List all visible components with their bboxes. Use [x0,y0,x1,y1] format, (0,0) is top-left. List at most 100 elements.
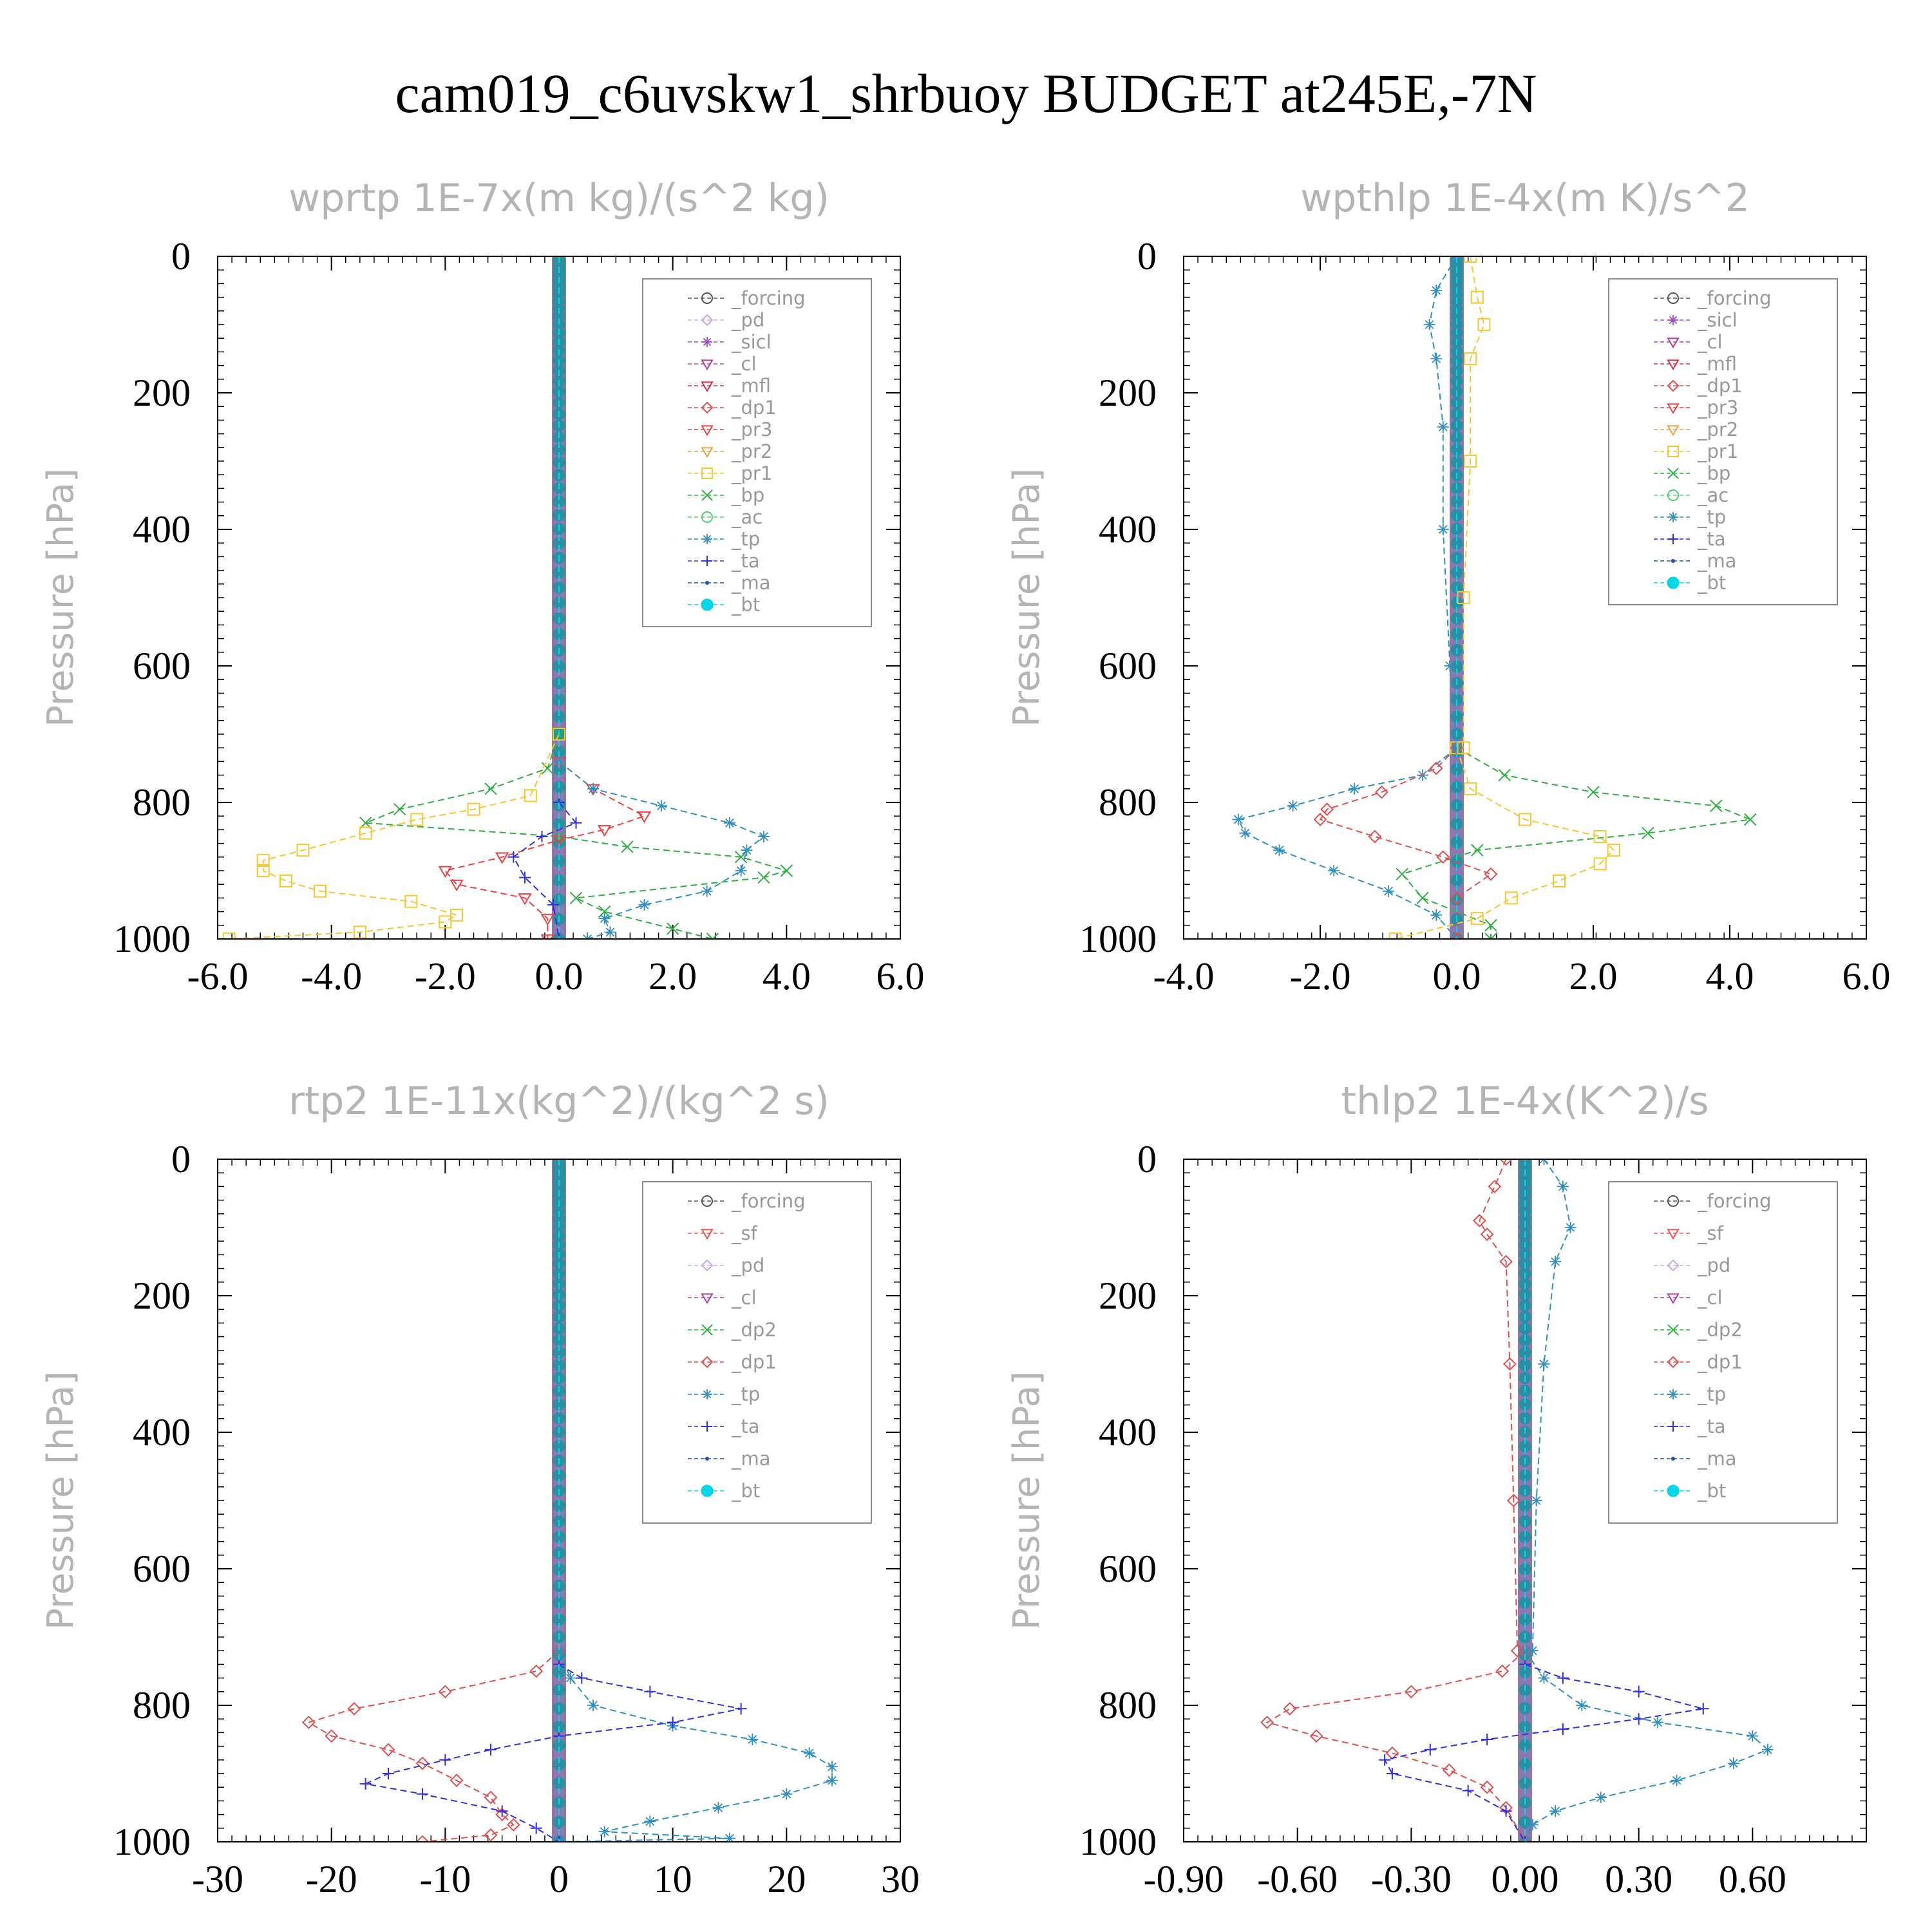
marker [1283,1701,1297,1716]
marker [1504,891,1518,905]
marker [1436,850,1450,864]
marker [1484,933,1497,939]
marker [256,854,270,867]
legend-label: _cl [1697,331,1723,353]
marker [415,1835,430,1842]
x-tick-label: 0 [549,1858,569,1900]
marker [746,1734,759,1745]
legend-label: _cl [1697,1287,1723,1309]
x-tick-label: -0.30 [1371,1858,1452,1900]
marker [1564,1222,1577,1233]
marker [705,581,709,585]
marker [296,844,310,857]
y-tick-label: 400 [133,1411,191,1454]
marker [1633,1713,1645,1725]
series-line-pr1 [1395,747,1615,939]
marker [701,359,714,370]
legend-label: _tp [1697,506,1726,528]
marker [347,1701,361,1716]
marker [536,831,548,842]
series-line-tp [1524,1650,1769,1842]
marker [553,728,565,741]
series-line-dp1 [1319,747,1493,939]
y-tick-label: 0 [171,235,191,278]
marker [1239,827,1251,839]
marker [569,891,583,905]
marker [1519,1645,1531,1657]
legend-label: _cl [731,353,757,375]
legend-label: _pd [731,1255,764,1276]
marker [701,401,714,414]
y-tick-label: 600 [133,645,191,687]
x-tick-label: -4.0 [1153,955,1215,998]
marker [1451,742,1463,754]
marker [702,1389,712,1399]
y-tick-label: 200 [133,372,191,414]
marker [735,1703,747,1715]
marker [1549,1805,1562,1817]
legend-label: _pd [1697,1255,1730,1276]
y-tick-label: 200 [1099,1274,1157,1317]
legend-label: _dp1 [731,397,777,419]
marker [1424,1743,1436,1756]
marker [576,1672,588,1684]
legend-label: _sicl [1697,309,1738,331]
marker [1480,1227,1494,1242]
marker [1667,446,1679,457]
series-line-tp [558,761,765,939]
marker [1484,867,1498,881]
legend-label: _sf [1697,1222,1724,1244]
legend-label: _forcing [1697,287,1772,309]
x-tick-label: -4.0 [301,955,362,998]
marker [1595,1792,1607,1804]
y-axis-label: Pressure [hPa] [1006,468,1048,727]
marker [530,1822,542,1834]
legend-label: _bt [1697,1480,1726,1502]
marker [1481,1734,1493,1745]
x-tick-label: 0.0 [535,955,583,998]
marker [438,866,453,878]
marker [1668,315,1678,325]
x-tick-label: -0.60 [1257,1858,1338,1900]
x-tick-label: 2.0 [649,955,697,998]
marker [1510,1643,1524,1658]
marker [1477,318,1491,331]
marker [701,292,713,304]
marker [484,782,497,795]
series-line-ta [1383,1663,1704,1842]
x-tick-label: 0.00 [1492,1858,1559,1900]
legend-label: _dp2 [731,1319,777,1341]
x-tick-label: 0.30 [1605,1858,1672,1900]
marker [1328,865,1340,876]
marker [1386,1768,1398,1779]
marker [1518,1835,1532,1842]
marker [1430,353,1443,365]
x-tick-label: 0.0 [1433,955,1481,998]
legend-label: _ta [731,550,760,572]
marker [1320,802,1334,817]
marker [604,926,616,938]
marker [1499,1159,1513,1166]
marker [1667,468,1679,479]
marker [701,1356,714,1368]
marker [701,425,714,436]
marker [439,1754,451,1766]
series-line-dp1 [307,1650,560,1842]
marker [1472,1213,1486,1227]
legend-label: _bt [731,594,760,616]
plot-frame [217,256,901,940]
marker [701,381,714,392]
legend-label: _dp2 [1697,1319,1743,1341]
y-tick-label: 400 [133,508,191,551]
marker [701,489,713,501]
y-tick-label: 1000 [113,1821,191,1863]
legend-label: _pr2 [731,440,772,462]
marker [701,314,714,327]
marker [325,1729,339,1743]
marker [1671,1774,1683,1786]
x-tick-label: 6.0 [1842,955,1891,998]
panel-1: wprtp 1E-7x(m kg)/(s^2 kg) Pressure [hPa]… [40,176,925,998]
plot-area [222,256,793,939]
legend-box [1608,1181,1838,1524]
legend-label: _ma [1697,1448,1737,1470]
